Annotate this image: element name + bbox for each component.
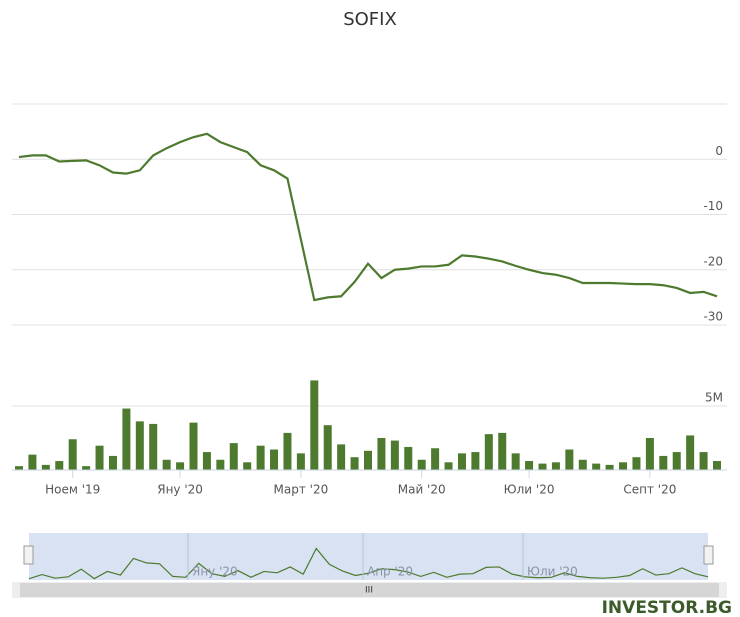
y-tick-label: 5M [705,391,723,405]
volume-bar [645,438,654,470]
volume-bar [551,462,560,470]
chart-title: SOFIX [343,9,397,30]
volume-bar [565,449,574,470]
volume-bar [176,462,185,470]
volume-bar [390,440,399,470]
volume-bar [323,425,332,470]
volume-bar [243,462,252,470]
volume-bar [296,453,305,470]
volume-bar [256,445,265,470]
volume-bar [457,453,466,470]
volume-bar [350,457,359,470]
navigator-handle[interactable] [703,545,714,565]
x-tick-label: Ноем '19 [45,483,100,497]
volume-bar [162,459,171,470]
y-tick-label: -30 [703,310,723,324]
navigator-handle[interactable] [23,545,34,565]
volume-bar [337,444,346,470]
volume-bar [28,454,37,470]
volume-bar [444,462,453,470]
y-tick-label: 0 [715,144,723,158]
volume-bar [699,452,708,470]
volume-bar [417,459,426,470]
volume-bar [672,452,681,470]
navigator-label: Юли '20 [527,565,578,579]
volume-bar [15,466,23,470]
volume-bar [377,438,386,470]
x-tick-label: Септ '20 [623,483,676,497]
volume-bar [216,459,225,470]
navigator-label: Апр '20 [367,565,413,579]
volume-bar [149,423,158,470]
volume-bar [471,452,480,470]
volume-bar [431,448,440,470]
x-tick-label: Яну '20 [157,483,203,497]
y-tick-label: -20 [703,254,723,268]
volume-bar [578,459,587,470]
volume-bar [713,461,721,470]
scrollbar-grip: III [365,586,373,596]
volume-bar [108,455,117,470]
volume-bar [619,462,628,470]
volume-bar [592,463,601,470]
volume-bar [310,380,319,470]
y-tick-label: -10 [703,199,723,213]
volume-bar [511,453,520,470]
scrollbar-thumb[interactable] [20,583,719,597]
volume-bar [484,434,493,470]
volume-bar [283,432,292,470]
navigator-label: Яну '20 [192,565,238,579]
x-tick-label: Юли '20 [504,483,555,497]
volume-bar [189,422,198,470]
volume-bar [659,455,668,470]
navigator-line [28,547,709,580]
x-tick-label: Март '20 [274,483,329,497]
volume-bar [229,443,238,470]
navigator-mask [29,533,708,580]
volume-bar [82,466,91,470]
volume-bar [605,464,614,470]
volume-bar [202,452,211,470]
price-line [18,132,718,302]
volume-bar [632,457,641,470]
volume-bar [404,446,413,470]
volume-bar [122,408,131,470]
volume-bar [55,461,64,470]
x-tick-label: Май '20 [398,483,446,497]
volume-bar [270,449,279,470]
watermark: INVESTOR.BG [602,598,732,617]
volume-bar [95,445,104,470]
volume-bar [135,421,144,470]
volume-bar [686,435,695,470]
volume-bar [68,439,77,470]
volume-bar [498,432,507,470]
volume-bar [538,463,547,470]
volume-bar [41,464,50,470]
volume-bar [525,461,534,470]
volume-bar [364,450,372,470]
